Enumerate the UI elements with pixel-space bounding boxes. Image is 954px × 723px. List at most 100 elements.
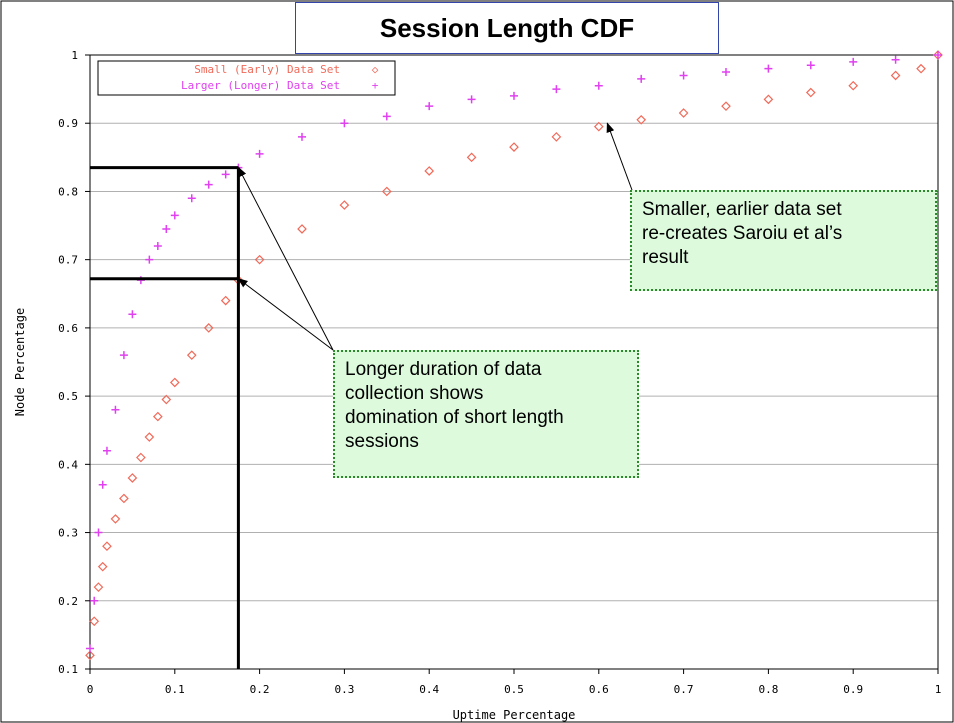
tick-label-y: 0.9 xyxy=(58,117,78,130)
data-point xyxy=(679,71,688,80)
tick-label-x: 0.2 xyxy=(250,683,270,696)
data-point xyxy=(510,91,518,100)
tick-label-x: 0.5 xyxy=(504,683,524,696)
data-point xyxy=(381,186,392,197)
tick-label-y: 0.7 xyxy=(58,254,78,267)
chart-title: Session Length CDF xyxy=(295,2,719,54)
tick-label-y: 0.4 xyxy=(58,458,78,471)
data-point xyxy=(119,493,129,504)
tick-label-y: 0.1 xyxy=(58,663,78,676)
data-point xyxy=(97,561,108,572)
data-point xyxy=(144,432,155,442)
data-point xyxy=(119,351,128,360)
annotation-arrows xyxy=(237,122,633,351)
data-point xyxy=(551,132,562,142)
data-point xyxy=(297,224,307,234)
legend-marker-larger: + xyxy=(372,79,379,92)
data-point xyxy=(594,81,603,90)
data-point xyxy=(721,101,731,112)
annotation-arrow xyxy=(237,166,334,351)
reference-lines xyxy=(90,166,240,669)
data-point xyxy=(98,480,107,489)
data-point xyxy=(339,200,350,210)
data-point xyxy=(934,51,942,59)
data-point xyxy=(467,95,476,104)
data-point xyxy=(145,255,154,264)
tick-label-y: 0.2 xyxy=(58,595,78,608)
legend: Small (Early) Data Set ◇ Larger (Longer)… xyxy=(97,60,396,96)
data-point xyxy=(424,166,435,176)
data-point xyxy=(169,377,180,388)
tick-label-x: 0.1 xyxy=(165,683,185,696)
data-point xyxy=(916,63,926,74)
data-point xyxy=(102,541,112,552)
data-point xyxy=(890,70,901,81)
data-point xyxy=(722,68,730,77)
tick-label-x: 0.7 xyxy=(674,683,694,696)
data-point xyxy=(128,310,137,319)
data-point xyxy=(153,242,162,251)
data-point xyxy=(127,473,138,483)
data-point xyxy=(763,94,774,105)
data-point xyxy=(89,616,100,627)
data-point xyxy=(298,132,306,141)
data-point xyxy=(254,254,265,265)
data-point xyxy=(136,452,146,463)
ticks: 0.1 0.2 0.3 0.4 0.5 0.6 0.7 0.8 0.9 1 0 0.1 0.2 0.3 0.… xyxy=(58,49,941,696)
annotation-callout-smaller: Smaller, earlier data set re-creates Sar… xyxy=(630,190,937,291)
tick-label-y: 0.5 xyxy=(58,390,78,403)
legend-label-small: Small (Early) Data Set xyxy=(194,63,340,76)
data-point xyxy=(110,514,121,524)
tick-label-y: 0.6 xyxy=(58,322,78,335)
data-point xyxy=(187,194,196,203)
data-point xyxy=(764,64,773,73)
data-point xyxy=(509,142,519,152)
data-point xyxy=(90,596,99,605)
data-point xyxy=(94,528,103,537)
data-point xyxy=(161,394,172,405)
tick-label-x: 0.4 xyxy=(419,683,439,696)
annotation-arrow xyxy=(237,278,334,351)
legend-box xyxy=(97,60,396,96)
data-point xyxy=(86,644,94,653)
data-point xyxy=(170,211,179,220)
tick-label-x: 0.3 xyxy=(334,683,354,696)
data-point xyxy=(593,121,604,132)
tick-label-y: 0.3 xyxy=(58,527,78,540)
data-point xyxy=(848,80,859,91)
legend-label-larger: Larger (Longer) Data Set xyxy=(181,79,340,92)
data-point xyxy=(636,114,647,125)
data-point xyxy=(891,55,900,64)
data-point xyxy=(162,224,171,233)
tick-label-x: 0 xyxy=(87,683,94,696)
data-point xyxy=(849,57,858,66)
data-point xyxy=(203,323,214,333)
annotation-callout-longer: Longer duration of data collection shows… xyxy=(333,350,639,478)
data-point xyxy=(204,180,213,189)
data-point xyxy=(805,87,816,98)
data-point xyxy=(340,119,349,128)
tick-label-x: 0.9 xyxy=(843,683,863,696)
data-point xyxy=(93,582,104,592)
data-point xyxy=(466,152,477,163)
data-point xyxy=(637,74,646,83)
tick-label-x: 1 xyxy=(935,683,942,696)
x-axis-label: Uptime Percentage xyxy=(453,708,576,722)
data-point xyxy=(220,295,231,306)
data-point xyxy=(186,350,197,361)
tick-label-x: 0.6 xyxy=(589,683,609,696)
data-point xyxy=(552,85,561,94)
data-point xyxy=(221,170,230,179)
annotation-arrow xyxy=(606,122,633,191)
data-point xyxy=(678,108,689,118)
data-point xyxy=(111,405,120,414)
tick-label-y: 0.8 xyxy=(58,185,78,198)
data-point xyxy=(382,112,391,121)
y-axis-label: Node Percentage xyxy=(13,308,27,416)
data-point xyxy=(85,650,95,661)
data-point xyxy=(425,102,434,111)
data-point xyxy=(152,411,163,422)
data-point xyxy=(806,61,815,70)
tick-label-y: 1 xyxy=(71,49,78,62)
